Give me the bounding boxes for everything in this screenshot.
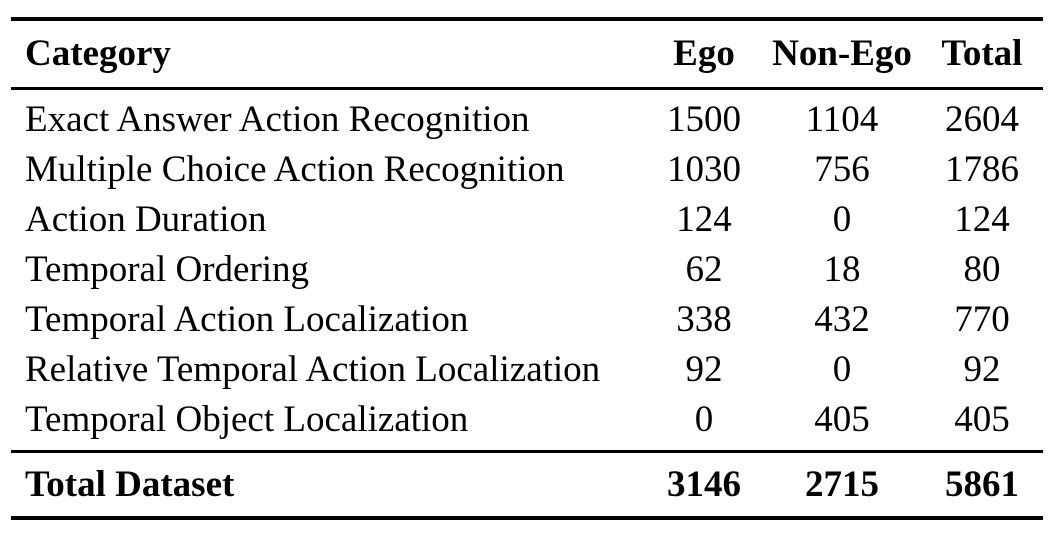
table-footer-rule [11,449,1043,453]
table-row: Multiple Choice Action Recognition 1030 … [11,145,1043,195]
dataset-statistics-table: Category Ego Non-Ego Total Exact Answer … [11,17,1043,520]
table-row: Action Duration 124 0 124 [11,195,1043,245]
row-ego-value: 124 [676,199,732,240]
row-total-value: 80 [963,249,1001,290]
row-non-ego-value: 1104 [805,99,879,140]
row-total-value: 1786 [945,149,1019,190]
row-category: Multiple Choice Action Recognition [25,149,565,190]
table-row: Exact Answer Action Recognition 1500 110… [11,95,1043,145]
row-ego-value: 0 [694,399,714,440]
table-top-rule [11,17,1043,21]
table-row: Temporal Action Localization 338 432 770 [11,295,1043,345]
row-total-value: 2604 [945,99,1019,140]
row-total-value: 405 [954,399,1010,440]
table-header-rule [11,86,1043,90]
footer-ego-value: 3146 [667,463,741,505]
row-category: Temporal Ordering [25,249,310,290]
footer-total-value: 5861 [945,463,1019,505]
table-bottom-rule [11,515,1043,520]
row-category: Temporal Action Localization [25,299,469,340]
table-body: Exact Answer Action Recognition 1500 110… [11,90,1043,450]
header-category: Category [25,33,171,74]
footer-category: Total Dataset [25,463,235,505]
row-ego-value: 1030 [667,149,741,190]
table-row: Relative Temporal Action Localization 92… [11,345,1043,395]
row-non-ego-value: 18 [823,249,861,290]
row-category: Relative Temporal Action Localization [25,349,601,390]
row-non-ego-value: 756 [814,149,870,190]
row-category: Action Duration [25,199,267,240]
table-row: Temporal Object Localization 0 405 405 [11,395,1043,445]
row-non-ego-value: 0 [832,199,852,240]
row-ego-value: 62 [685,249,723,290]
header-total: Total [941,33,1023,74]
row-total-value: 92 [963,349,1001,390]
footer-non-ego-value: 2715 [805,463,879,505]
header-non-ego: Non-Ego [772,33,912,74]
row-ego-value: 92 [685,349,723,390]
row-non-ego-value: 405 [814,399,870,440]
row-non-ego-value: 432 [814,299,870,340]
row-ego-value: 1500 [667,99,741,140]
row-non-ego-value: 0 [832,349,852,390]
row-category: Temporal Object Localization [25,399,469,440]
table-footer-row: Total Dataset 3146 2715 5861 [11,453,1043,516]
row-ego-value: 338 [676,299,732,340]
table-header-row: Category Ego Non-Ego Total [11,21,1043,87]
row-category: Exact Answer Action Recognition [25,99,530,140]
row-total-value: 124 [954,199,1010,240]
header-ego: Ego [673,33,735,74]
table-row: Temporal Ordering 62 18 80 [11,245,1043,295]
row-total-value: 770 [954,299,1010,340]
